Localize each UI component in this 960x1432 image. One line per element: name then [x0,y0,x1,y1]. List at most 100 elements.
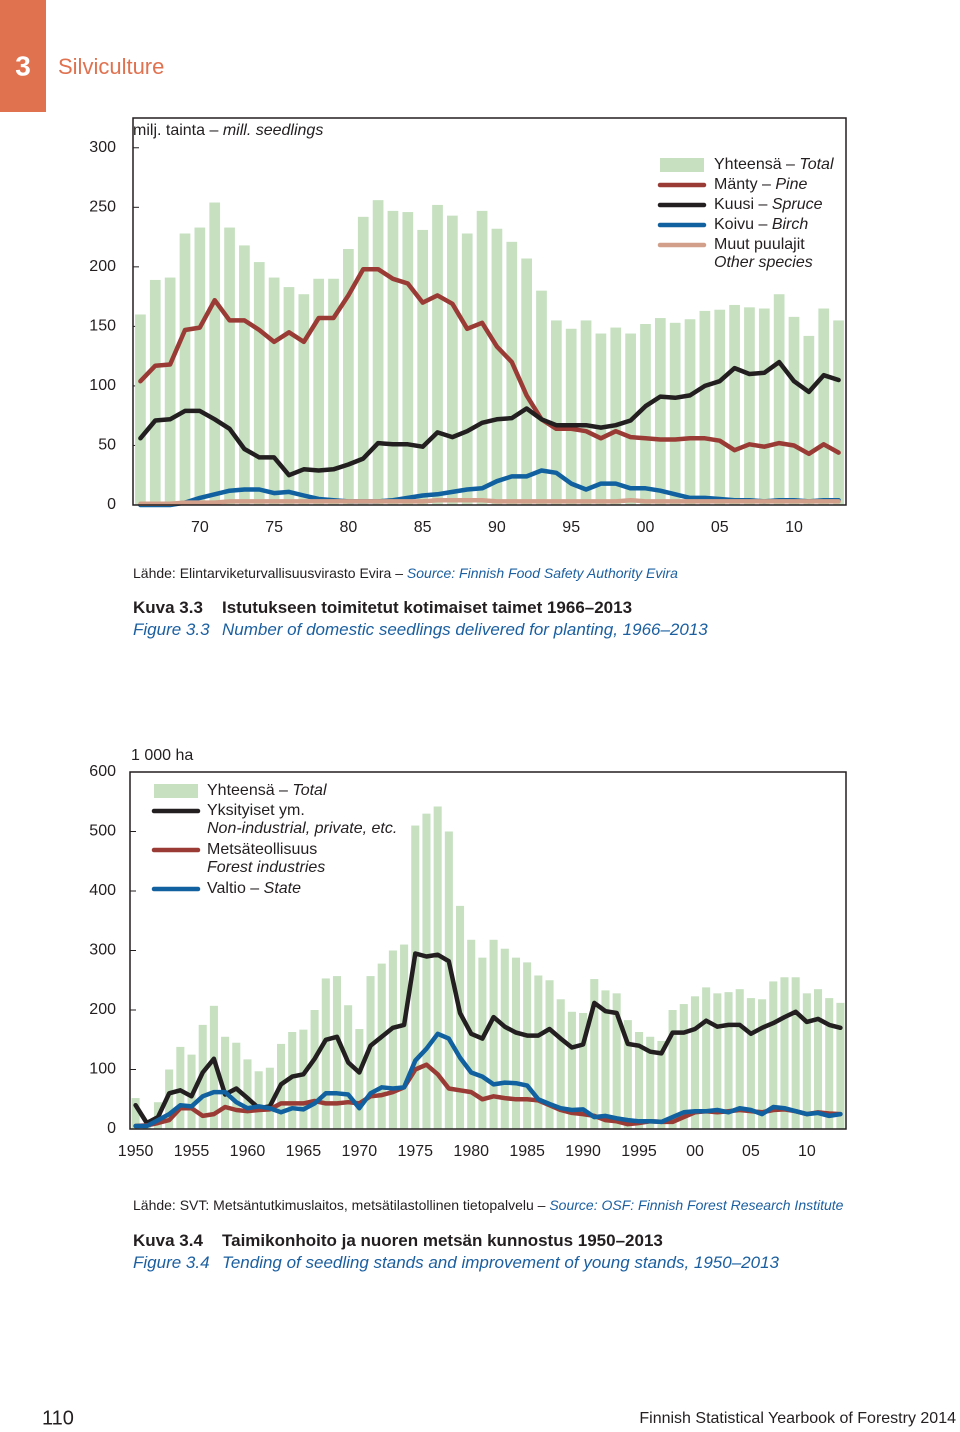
bar [221,1036,230,1129]
y-tick-label: 250 [89,199,116,216]
bar [402,212,414,505]
bar [836,1002,845,1129]
legend-entry: Koivu – Birch [714,216,808,233]
caption-text: Istutukseen toimitetut kotimaiset taimet… [222,598,632,617]
legend-entry: Mänty – Pine [714,176,808,193]
bar [523,962,532,1129]
legend-swatch [154,784,198,798]
bar [699,310,711,505]
bar [758,999,767,1129]
bar [164,277,176,505]
y-unit-en: mill. seedlings [223,122,323,139]
bar [654,318,666,505]
legend-name: Muut puulajit [714,236,805,253]
bar [565,328,577,505]
bar [355,1029,364,1129]
x-tick-label: 1985 [509,1143,545,1160]
bar [209,202,221,505]
footer-title: Finnish Statistical Yearbook of Forestry… [639,1410,956,1427]
y-tick-label: 100 [89,1061,116,1078]
bar [422,813,431,1129]
bar [135,314,146,505]
plot-frame [132,117,847,506]
bar [610,327,622,505]
y-tick-label: 300 [89,139,116,156]
x-tick-label: 1990 [565,1143,601,1160]
legend-name-en: Total [799,156,834,173]
bar [411,825,420,1129]
bar [313,278,325,505]
caption-fi: Kuva 3.4 Taimikonhoito ja nuoren metsän k… [133,1231,663,1250]
bar [400,944,409,1129]
y-unit: 1 000 ha [131,747,193,764]
bar [668,1010,677,1129]
source-en: Source: OSF: Finnish Forest Research Ins… [549,1197,843,1213]
y-tick-label: 0 [107,496,116,513]
bar [254,1071,263,1129]
bar [239,245,250,506]
line [138,266,841,457]
x-tick-label: 00 [686,1143,704,1160]
bar [511,957,520,1129]
bar [556,999,565,1129]
caption-text-en: Number of domestic seedlings delivered f… [222,620,708,639]
bar [194,227,206,505]
bar [690,996,699,1129]
legend-name-en: Pine [775,176,807,193]
legend-name-en: Forest industries [207,859,325,876]
x-tick-label: 1970 [342,1143,378,1160]
legend-entry: Muut puulajit Other species [714,236,813,271]
bar [534,975,543,1129]
x-tick-label: 75 [265,519,283,536]
bar [769,981,778,1129]
chapter-tab [0,0,46,112]
x-tick-label: 85 [414,519,432,536]
source: Lähde: SVT: Metsäntutkimuslaitos, metsät… [133,1197,844,1213]
y-tick-label: 500 [89,823,116,840]
bar [814,989,823,1129]
bar [640,324,651,505]
chapter-title: Silviculture [58,54,164,79]
bar [724,992,733,1129]
legend-entry: Metsäteollisuus Forest industries [207,841,325,876]
bar [714,309,726,505]
caption-text: Taimikonhoito ja nuoren metsän kunnostus… [222,1231,663,1250]
y-tick-label: 0 [107,1120,116,1137]
bar [179,233,191,505]
bar [433,806,442,1129]
x-tick-label: 1980 [453,1143,489,1160]
x-tick-label: 1960 [230,1143,266,1160]
bar [388,950,397,1129]
bar [265,1067,274,1129]
legend-entry: Yksityiset ym. Non-industrial, private, e… [207,802,397,837]
caption-fi: Kuva 3.3 Istutukseen toimitetut kotimaise… [133,598,632,617]
legend-name: Kuusi – [714,196,767,213]
bar [746,998,755,1129]
bar [744,307,755,505]
legend-name: Yksityiset ym. [207,802,305,819]
caption-label-en: Figure 3.3 [133,620,210,639]
bar [310,1010,319,1129]
line [138,497,841,507]
bar [377,963,386,1129]
bar [357,216,369,505]
legend-name: Mänty – [714,176,771,193]
x-tick-label: 05 [742,1143,760,1160]
bar [447,215,458,506]
x-tick-label: 10 [785,519,803,536]
bar [612,993,621,1129]
bar [328,278,339,505]
bar [372,200,384,505]
source: Lähde: Elintarviketurvallisuusvirasto Ev… [133,565,678,581]
bar [833,320,844,505]
legend-name-en: Spruce [772,196,823,213]
y-tick-label: 150 [89,318,116,335]
bar [580,320,592,505]
legend-name-en: Total [292,782,327,799]
x-tick-label: 1955 [174,1143,210,1160]
bar [432,204,443,505]
bar [590,979,599,1129]
bar [489,939,498,1129]
bar [232,1042,241,1129]
line [133,1031,843,1129]
